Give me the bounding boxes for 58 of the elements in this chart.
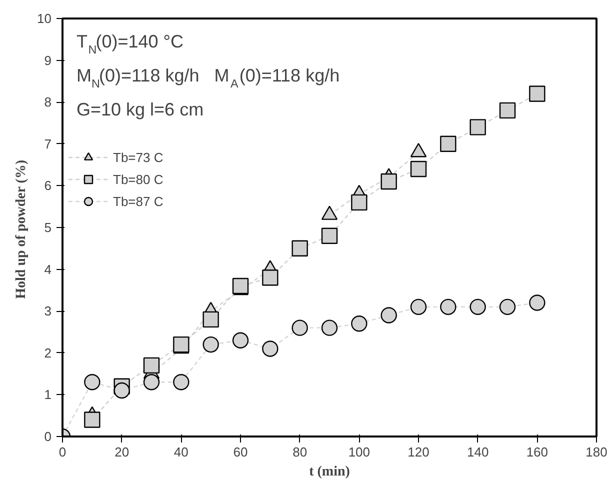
point bbox=[173, 374, 190, 390]
point bbox=[321, 228, 338, 244]
y-tick-label: 5 bbox=[44, 220, 52, 235]
point bbox=[84, 412, 100, 428]
y-tick-label: 3 bbox=[44, 304, 52, 319]
point bbox=[351, 316, 368, 332]
point bbox=[380, 173, 397, 190]
y-tick-label: 1 bbox=[44, 387, 52, 402]
legend-label: Tb=73 C bbox=[113, 150, 164, 164]
point bbox=[410, 160, 427, 178]
point bbox=[470, 119, 486, 136]
x-tick-label: 40 bbox=[174, 444, 188, 460]
point bbox=[380, 307, 397, 324]
x-tick-label: 140 bbox=[466, 444, 489, 460]
y-tick-label: 2 bbox=[44, 345, 52, 360]
point bbox=[232, 278, 249, 294]
point bbox=[173, 336, 190, 353]
point bbox=[410, 298, 427, 316]
point bbox=[114, 382, 130, 399]
point bbox=[440, 298, 456, 316]
point bbox=[499, 102, 516, 119]
point bbox=[232, 332, 249, 348]
x-tick-label: 100 bbox=[348, 444, 370, 460]
x-tick-label: 20 bbox=[114, 444, 130, 460]
x-tick-label: 0 bbox=[58, 444, 66, 460]
annotation: G=10 kg l=6 cm bbox=[76, 100, 204, 120]
point bbox=[292, 320, 308, 336]
y-tick-label: 7 bbox=[44, 136, 52, 152]
point bbox=[321, 320, 338, 336]
point bbox=[84, 374, 100, 390]
x-tick-label: 60 bbox=[233, 444, 248, 460]
point bbox=[529, 294, 546, 311]
y-tick-label: 8 bbox=[44, 94, 52, 110]
point bbox=[529, 86, 546, 102]
y-tick-label: 4 bbox=[44, 262, 52, 277]
y-tick-label: 10 bbox=[37, 11, 52, 26]
point bbox=[440, 136, 456, 152]
x-tick-label: 120 bbox=[408, 444, 430, 460]
legend-label: Tb=80 C bbox=[113, 172, 164, 186]
point bbox=[143, 374, 160, 390]
y-tick-label: 9 bbox=[44, 52, 52, 68]
point bbox=[499, 298, 516, 316]
x-tick-label: 180 bbox=[586, 444, 608, 460]
point bbox=[202, 311, 219, 328]
point bbox=[202, 336, 219, 353]
point bbox=[470, 298, 486, 316]
point bbox=[262, 340, 278, 357]
x-tick-label: 160 bbox=[526, 444, 548, 460]
y-tick-label: 6 bbox=[44, 178, 52, 194]
legend-label: Tb=87 C bbox=[113, 194, 164, 208]
point bbox=[351, 194, 368, 211]
y-axis-title: Hold up of powder (%) bbox=[14, 160, 30, 299]
x-tick-label: 80 bbox=[292, 444, 308, 460]
point bbox=[262, 270, 278, 286]
point bbox=[143, 357, 160, 374]
y-tick-label: 0 bbox=[44, 429, 52, 444]
point bbox=[292, 240, 308, 256]
x-axis-title: t (min) bbox=[309, 464, 350, 480]
